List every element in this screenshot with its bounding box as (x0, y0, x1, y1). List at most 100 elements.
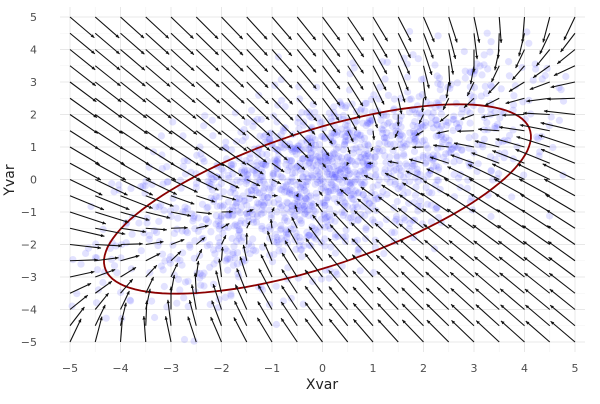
scatter-point (274, 158, 281, 165)
scatter-point (255, 92, 262, 99)
scatter-point (244, 170, 251, 177)
scatter-point (340, 212, 347, 219)
scatter-point (364, 141, 371, 148)
x-axis-title: Xvar (306, 377, 338, 393)
scatter-point (175, 276, 182, 283)
vector-arrow (526, 321, 550, 342)
scatter-point (433, 204, 440, 211)
y-tick-label: 2 (30, 109, 37, 122)
scatter-point (209, 132, 216, 139)
vector-arrow (70, 283, 91, 293)
scatter-point (486, 48, 493, 55)
vector-arrow (70, 180, 102, 196)
vector-arrow (518, 33, 524, 56)
scatter-point (357, 144, 364, 151)
scatter-point (306, 206, 313, 213)
vector-arrow (475, 289, 499, 310)
scatter-point (348, 178, 355, 185)
vector-arrow (95, 317, 102, 342)
scatter-point (249, 235, 256, 242)
scatter-point (415, 55, 422, 62)
scatter-point (391, 96, 398, 103)
scatter-point (77, 261, 84, 268)
vector-arrow (146, 66, 170, 87)
scatter-point (532, 66, 539, 73)
scatter-point (396, 160, 403, 167)
scatter-point (404, 74, 411, 81)
vector-arrow (121, 303, 127, 326)
scatter-point (562, 73, 569, 80)
scatter-point (453, 100, 460, 107)
scatter-point (181, 204, 188, 211)
vector-arrow (171, 17, 194, 39)
scatter-point (182, 228, 189, 235)
scatter-point (193, 152, 200, 159)
scatter-point (315, 169, 322, 176)
scatter-point (167, 260, 174, 267)
scatter-point (161, 283, 168, 290)
scatter-point (278, 144, 285, 151)
scatter-point (296, 191, 303, 198)
y-tick-label: 5 (30, 11, 37, 24)
scatter-point (82, 250, 89, 257)
scatter-point (155, 218, 162, 225)
scatter-point (327, 216, 334, 223)
scatter-point (416, 123, 423, 130)
scatter-point (181, 336, 188, 343)
scatter-point (411, 118, 418, 125)
scatter-point (227, 291, 234, 298)
scatter-point (430, 163, 437, 170)
vector-arrow (557, 50, 575, 64)
vector-arrow (500, 289, 524, 310)
vector-arrow (70, 163, 101, 180)
scatter-point (216, 225, 223, 232)
y-tick-label: 0 (30, 174, 37, 187)
scatter-point (484, 30, 491, 37)
vector-arrow (536, 50, 549, 66)
scatter-point (358, 154, 365, 161)
scatter-point (264, 194, 271, 201)
scatter-point (238, 167, 245, 174)
vector-arrow (544, 110, 575, 115)
scatter-point (258, 225, 265, 232)
scatter-point (439, 138, 446, 145)
scatter-point (288, 158, 295, 165)
scatter-point (376, 140, 383, 147)
scatter-point (284, 218, 291, 225)
scatter-point (282, 184, 289, 191)
vector-arrow (494, 179, 525, 196)
vector-arrow (146, 147, 175, 165)
scatter-point (498, 85, 505, 92)
scatter-point (252, 247, 259, 254)
scatter-point (176, 286, 183, 293)
scatter-point (380, 250, 387, 257)
scatter-point (172, 205, 179, 212)
scatter-point (471, 133, 478, 140)
scatter-point (250, 219, 257, 226)
vector-arrow (70, 17, 94, 38)
scatter-point (179, 132, 186, 139)
vector-arrow (426, 272, 449, 293)
y-axis-title: Yvar (2, 164, 18, 196)
vector-arrow (121, 50, 145, 71)
vector-arrow (142, 316, 145, 342)
scatter-point (362, 226, 369, 233)
scatter-point (234, 249, 241, 256)
scatter-point (321, 235, 328, 242)
x-tick-label: −3 (163, 362, 179, 375)
y-tick-label: −5 (21, 336, 37, 349)
scatter-point (174, 256, 181, 263)
scatter-point (456, 120, 463, 127)
x-tick-label: 2 (420, 362, 427, 375)
scatter-point (186, 244, 193, 251)
scatter-point (525, 40, 532, 47)
scatter-point (298, 246, 305, 253)
scatter-point (508, 193, 515, 200)
scatter-point (338, 154, 345, 161)
scatter-point (433, 176, 440, 183)
scatter-point (174, 215, 181, 222)
y-tick-label: −2 (21, 239, 37, 252)
scatter-point (481, 136, 488, 143)
vector-arrow (171, 275, 175, 293)
vector-arrow (196, 17, 218, 39)
